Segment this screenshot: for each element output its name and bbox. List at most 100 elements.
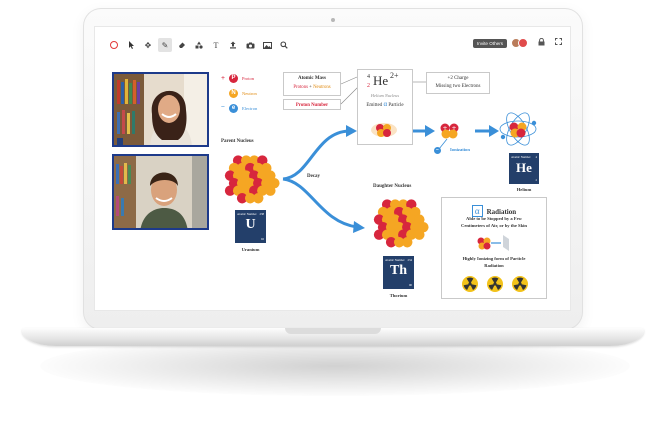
helium-card-low: 2 — [535, 178, 538, 182]
helium-element-card[interactable]: Atomic Number 4 He 2 — [509, 153, 539, 184]
alpha-vs-skin-graphic — [477, 235, 509, 251]
participant-2-video — [114, 156, 207, 228]
thorium-card-symbol: Th — [389, 263, 408, 278]
radiation-line-2: Centimeters of Air, or by the Skin — [461, 223, 527, 228]
fullscreen-icon[interactable] — [553, 38, 563, 48]
particle-text: Particle — [388, 103, 404, 108]
pen-icon[interactable]: ✎ — [158, 38, 172, 52]
radiation-line-4: Radiation — [484, 263, 504, 268]
legend-neutron-label: Neutron — [242, 91, 257, 96]
nucleon — [224, 185, 236, 196]
whiteboard-screen[interactable]: ✥ ✎ T Invite Others — [95, 27, 570, 310]
text-icon[interactable]: T — [213, 40, 219, 50]
toolbar: ✥ ✎ T — [107, 38, 294, 52]
parent-nucleus-label: Parent Nucleus — [221, 139, 254, 144]
thorium-card-small-label: Atomic Number — [385, 258, 405, 262]
charge-box[interactable]: +2 Charge Missing two Electrons — [426, 72, 490, 94]
protons-text: Protons — [293, 85, 308, 90]
record-icon[interactable] — [107, 38, 121, 52]
nucleon — [253, 193, 264, 204]
participant-1-video — [114, 74, 207, 145]
free-electron-icon: − — [434, 147, 441, 154]
thorium-element-card[interactable]: Atomic Number 234 Th 90 — [383, 256, 414, 289]
neutron-legend-icon: N — [229, 89, 238, 98]
legend-proton-label: Proton — [242, 76, 255, 81]
thorium-card-number: 234 — [407, 258, 413, 262]
charge-line-1: +2 Charge — [447, 76, 469, 81]
participant-avatars[interactable] — [511, 38, 528, 48]
uranium-card-symbol: U — [245, 217, 256, 232]
emitted-alpha-particle: Emitted α Particle — [358, 100, 412, 108]
neutrons-text: Neutrons — [313, 85, 331, 90]
thorium-card-low: 90 — [409, 283, 412, 287]
radiation-hazard-icon — [462, 276, 478, 292]
nucleon — [373, 229, 385, 240]
thorium-caption: Thorium — [389, 293, 408, 298]
decay-label: Decay — [307, 174, 321, 179]
nucleon — [402, 237, 413, 248]
alpha-symbol: α — [383, 100, 388, 108]
uranium-card-small-label: Atomic Number — [237, 212, 257, 216]
alpha-radiation-box[interactable]: α Radiation Able to be Stopped by a Few … — [441, 197, 547, 299]
helium-nucleus-label: Helium Nucleus — [370, 93, 400, 98]
pointer-icon[interactable] — [124, 38, 138, 52]
move-icon[interactable]: ✥ — [144, 40, 152, 50]
plus-sign: + — [307, 85, 314, 90]
atomic-mass-box[interactable]: Atomic Mass Protons + Neutrons — [283, 72, 341, 96]
helium-card-number: 4 — [535, 155, 538, 159]
camera-icon[interactable] — [243, 38, 257, 52]
alpha-radiation-title: α Radiation — [442, 201, 546, 219]
daughter-nucleus-graphic — [373, 199, 429, 248]
svg-text:+: + — [442, 125, 447, 132]
uranium-card-low: 92 — [261, 237, 264, 241]
emitted-text: Emitted — [366, 103, 383, 108]
legend-electron-minus: − — [221, 103, 225, 111]
diagram-connectors — [282, 76, 499, 233]
proton-number-label: Proton Number — [295, 102, 329, 108]
proton-number-box[interactable]: Proton Number — [283, 99, 341, 110]
helium-card-symbol: He — [516, 160, 532, 175]
uranium-element-card[interactable]: Atomic Number 238 U 92 — [235, 210, 266, 243]
invite-others-button[interactable]: Invite Others — [473, 39, 508, 48]
radiation-hazard-icon — [487, 276, 503, 292]
nucleon — [385, 237, 397, 248]
lock-icon[interactable] — [536, 37, 546, 48]
legend-proton-plus: + — [221, 74, 225, 82]
image-icon[interactable] — [260, 38, 274, 52]
laptop-shadow — [40, 336, 630, 396]
ionization-label: Ionization — [450, 147, 470, 152]
nucleon — [265, 185, 276, 196]
search-icon[interactable] — [277, 38, 291, 52]
webcam-dot — [331, 18, 335, 22]
nucleon — [244, 193, 256, 204]
helium-atom-graphic — [499, 112, 537, 146]
uranium-card-number: 238 — [259, 212, 265, 216]
nucleon — [393, 237, 405, 248]
daughter-nucleus-label: Daughter Nucleus — [373, 184, 412, 189]
radiation-line-1: Able to be Stopped by a Few — [466, 216, 522, 221]
video-tile-participant-1[interactable] — [112, 72, 209, 147]
helium-atomic-number: 2 — [367, 83, 370, 89]
charge-line-2: Missing two Electrons — [435, 84, 481, 89]
nucleon — [414, 229, 425, 240]
helium-symbol: He — [373, 73, 389, 88]
helium-card-small-label: Atomic Number — [511, 155, 531, 159]
helium-charge: 2+ — [390, 71, 399, 80]
avatar[interactable] — [518, 38, 528, 48]
video-tile-participant-2[interactable] — [112, 154, 209, 230]
proton-legend-icon: P — [229, 74, 238, 83]
alpha-particle-graphic — [371, 123, 397, 137]
helium-caption: Helium — [516, 187, 532, 192]
shapes-icon[interactable] — [192, 38, 206, 52]
upload-icon[interactable] — [226, 38, 240, 52]
radiation-line-3: Highly Ionizing form of Particle — [462, 256, 526, 261]
laptop-notch — [285, 328, 381, 334]
radiation-hazard-icons — [462, 276, 528, 292]
radiation-hazard-icon — [512, 276, 528, 292]
eraser-icon[interactable] — [175, 38, 189, 52]
ionized-particle-graphic: + + — [440, 123, 459, 139]
laptop-base — [22, 328, 644, 346]
radiation-title-text: Radiation — [486, 208, 517, 216]
parent-nucleus-graphic — [224, 155, 280, 204]
svg-text:+: + — [451, 125, 456, 132]
